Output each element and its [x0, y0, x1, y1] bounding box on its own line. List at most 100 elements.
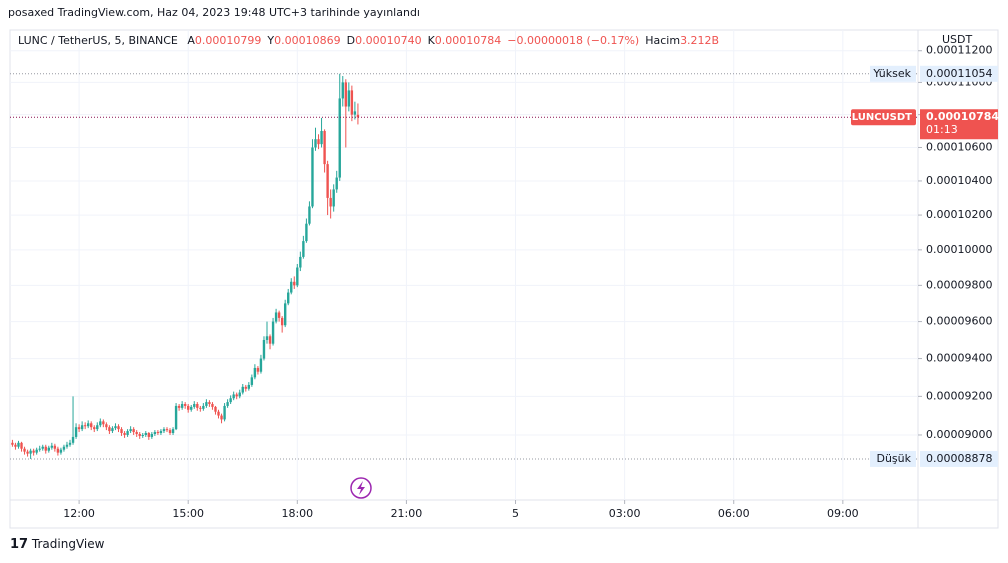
candle-body	[250, 377, 254, 385]
candle-body	[147, 433, 151, 437]
candle-body	[165, 429, 169, 431]
grid	[10, 30, 918, 500]
candle-body	[141, 434, 144, 436]
candle-body	[214, 406, 217, 412]
candle-body	[238, 392, 241, 397]
candle-body	[20, 442, 23, 449]
candle-body	[320, 130, 323, 145]
x-tick-label: 15:00	[172, 507, 204, 520]
candle-body	[202, 405, 205, 409]
candle-body	[144, 433, 147, 435]
candle-body	[74, 427, 78, 437]
candle-body	[332, 189, 335, 207]
y-tick-label: 0.00010600	[926, 140, 992, 153]
candle-body	[290, 281, 293, 293]
volume: 3.212B	[680, 34, 720, 47]
symbol-title: LUNC / TetherUS, 5, BINANCE	[18, 34, 178, 47]
candle-body	[23, 448, 26, 452]
currency-label: USDT	[942, 33, 973, 46]
price-line-value-bg	[920, 65, 998, 82]
candle-body	[132, 429, 135, 433]
candle-body	[296, 267, 299, 286]
candle-body	[11, 442, 14, 445]
candle-body	[229, 398, 232, 403]
candle-body	[138, 433, 141, 436]
candle-body	[265, 336, 269, 340]
candle-body	[177, 405, 181, 408]
candle-body	[171, 429, 175, 434]
price-line-label-bg	[870, 450, 916, 467]
y-tick-label: 0.00009600	[926, 315, 992, 328]
candle-body	[299, 256, 302, 268]
candle-body	[108, 427, 111, 432]
candle-body	[338, 98, 341, 178]
x-tick-label: 09:00	[827, 507, 859, 520]
candle-body	[162, 429, 166, 432]
candle-body	[326, 164, 329, 198]
candle-body	[32, 450, 35, 453]
ohlc-value: 0.00010784	[434, 34, 502, 47]
candle-body	[86, 423, 90, 427]
candle-body	[350, 90, 354, 115]
candle-body	[262, 339, 266, 359]
candle-body	[111, 428, 114, 432]
ohlc-value: 0.00010740	[355, 34, 422, 47]
candle-body	[341, 82, 344, 99]
y-tick-label: 0.00010200	[926, 208, 992, 221]
candle-body	[114, 426, 117, 429]
candle-body	[220, 415, 223, 420]
price-line-value-bg	[920, 450, 998, 467]
candle-body	[253, 367, 257, 378]
last-price-label-bg	[851, 109, 916, 126]
candle-body	[317, 139, 320, 145]
candle-body	[356, 114, 360, 118]
candle-body	[274, 312, 278, 322]
candle-body	[271, 321, 275, 344]
candle-body	[35, 449, 38, 453]
candle-body	[90, 423, 93, 428]
ohlc-value: 0.00010799	[194, 34, 262, 47]
price-line-value: 0.00008878	[926, 452, 992, 465]
candle-body	[53, 445, 57, 449]
price-line-label: Yüksek	[872, 67, 911, 80]
y-tick-label: 0.00009200	[926, 389, 992, 402]
candle-body	[59, 449, 63, 453]
lightning-icon	[350, 477, 372, 499]
candle-body	[117, 426, 120, 430]
candle-body	[135, 432, 138, 434]
brand: 17 TradingView	[10, 537, 104, 552]
x-tick-label: 06:00	[718, 507, 750, 520]
candle-body	[168, 430, 172, 434]
candle-body	[123, 433, 126, 435]
candle-body	[38, 448, 41, 450]
candle-body	[256, 367, 260, 372]
candle-body	[183, 404, 187, 406]
candle-body	[308, 206, 311, 224]
candle-body	[187, 405, 190, 410]
candle-body	[223, 405, 226, 420]
candle-body	[68, 442, 72, 445]
last-price-value: 0.00010784	[926, 110, 999, 123]
price-line-value: 0.00011054	[926, 67, 992, 80]
candle-body	[329, 197, 332, 207]
candle-body	[241, 386, 244, 393]
volume-label: Hacim	[645, 34, 681, 47]
candle-body	[199, 407, 202, 409]
x-tick-label: 5	[512, 507, 519, 520]
candle-body	[314, 139, 317, 148]
candle-body	[102, 421, 105, 425]
candle-body	[335, 177, 338, 190]
price-line-label-bg	[870, 65, 916, 82]
candle-body	[190, 406, 193, 410]
candle-body	[71, 436, 75, 443]
ohlc-label: D	[346, 34, 356, 47]
x-tick-label: 18:00	[281, 507, 313, 520]
candle-body	[208, 402, 211, 405]
candle-body	[205, 402, 208, 406]
candle-body	[29, 450, 32, 454]
candle-body	[283, 303, 287, 326]
candle-body	[56, 448, 60, 453]
last-price-countdown: 01:13	[926, 123, 958, 136]
candle-body	[259, 358, 263, 372]
